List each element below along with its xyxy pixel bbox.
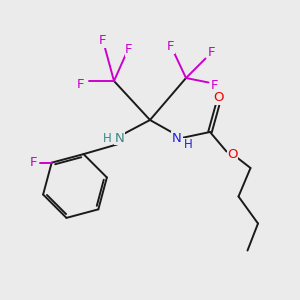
Text: F: F (125, 43, 133, 56)
Text: F: F (208, 46, 215, 59)
Text: F: F (30, 156, 38, 169)
Text: N: N (172, 131, 182, 145)
Text: F: F (77, 77, 85, 91)
Text: H: H (184, 138, 193, 152)
Text: N: N (115, 131, 124, 145)
Text: F: F (167, 40, 175, 53)
Text: F: F (98, 34, 106, 47)
Text: O: O (214, 91, 224, 104)
Text: F: F (211, 79, 218, 92)
Text: O: O (227, 148, 238, 161)
Text: H: H (103, 131, 112, 145)
